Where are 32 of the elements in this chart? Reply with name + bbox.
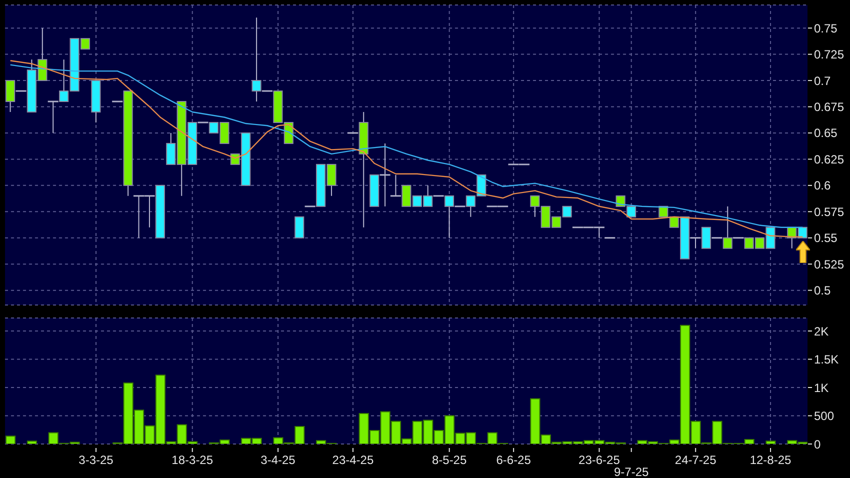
bar: [26, 440, 38, 444]
x-tick-label: 23-4-25: [332, 453, 374, 467]
y-tick-label: 0.625: [814, 152, 844, 166]
candlestick: [701, 226, 711, 249]
x-tick-label: 3-4-25: [260, 453, 296, 467]
x-tick-label: 8-5-25: [432, 453, 467, 467]
y-tick-label: 0.725: [814, 48, 844, 62]
bar: [6, 436, 16, 444]
x-tick-label: 12-8-25: [750, 453, 792, 467]
bar: [766, 440, 776, 444]
x-tick-label: 23-6-25: [578, 453, 620, 467]
y-tick-label: 0.75: [814, 21, 838, 36]
candlestick: [294, 216, 304, 238]
y-tick-label: 500: [814, 409, 834, 424]
y-tick-label: 0: [814, 437, 821, 452]
y-tick-label: 0.575: [814, 204, 844, 219]
y-tick-label: 0.55: [814, 231, 838, 246]
x-tick-label: 9-7-25: [614, 465, 650, 478]
x-tick-label: 3-3-25: [78, 453, 114, 467]
y-tick-label: 0.675: [814, 100, 844, 114]
x-tick-label: 6-6-25: [496, 453, 532, 467]
x-tick-label: 18-3-25: [172, 453, 214, 467]
y-tick-label: 0.6: [814, 178, 832, 193]
y-tick-label: 1.5K: [814, 352, 839, 367]
y-tick-label: 0.5: [814, 284, 832, 298]
y-tick-label: 0.7: [814, 74, 832, 88]
y-tick-label: 1K: [814, 380, 829, 395]
y-tick-label: 0.65: [814, 126, 838, 140]
y-tick-label: 2K: [814, 324, 829, 338]
x-tick-label: 24-7-25: [674, 453, 717, 467]
y-tick-label: 0.525: [814, 257, 844, 272]
candlestick: [658, 206, 668, 218]
